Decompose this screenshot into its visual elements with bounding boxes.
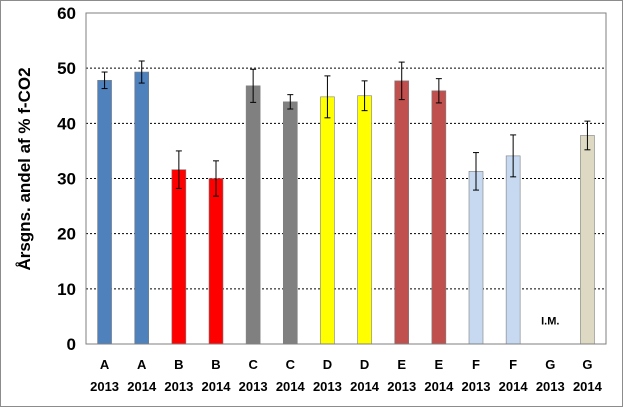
y-axis-label: Årsgns. andel af % f-CO2: [15, 67, 34, 270]
x-tick-label-letter: F: [472, 357, 480, 372]
bars: [97, 71, 595, 345]
x-tick-label-letter: A: [100, 357, 110, 372]
annotation-label: I.M.: [541, 316, 559, 328]
y-tick-label: 30: [57, 170, 76, 189]
y-tick-label: 60: [57, 4, 76, 23]
error-bar: [213, 160, 219, 197]
error-bar: [473, 152, 479, 191]
x-tick-label-year: 2014: [127, 379, 157, 394]
x-tick-label-year: 2014: [276, 379, 306, 394]
x-tick-label-letter: E: [397, 357, 406, 372]
y-tick-label: 10: [57, 280, 76, 299]
bar: [580, 135, 595, 345]
bar: [97, 80, 112, 345]
bar: [134, 71, 150, 345]
x-tick-label-letter: C: [248, 357, 258, 372]
error-bar: [398, 61, 405, 101]
x-tick-label-letter: D: [360, 357, 369, 372]
x-tick-label-letter: D: [323, 357, 332, 372]
x-tick-label-letter: G: [545, 357, 555, 372]
bar: [505, 155, 521, 345]
gridlines: [86, 67, 606, 290]
error-bar: [287, 94, 294, 110]
x-tick-label-year: 2013: [536, 379, 565, 394]
y-tick-label: 50: [57, 59, 76, 78]
x-tick-label-year: 2013: [462, 379, 491, 394]
bar: [394, 80, 410, 345]
bar: [171, 169, 187, 345]
error-bar: [324, 75, 331, 119]
x-tick-label-letter: A: [137, 357, 147, 372]
bar: [357, 95, 372, 345]
y-tick-label: 0: [67, 335, 76, 354]
x-tick-label-year: 2013: [90, 379, 119, 394]
x-axis-labels: A 2013 A 2014 B 2013 B 2014 C 2013 C 2014 D 2013 D 2014…: [90, 357, 603, 394]
y-axis-ticks: 0 10 20 30 40 50 60: [57, 4, 76, 354]
x-tick-label-letter: F: [509, 357, 517, 372]
x-tick-label-year: 2013: [164, 379, 193, 394]
y-tick-label: 40: [57, 114, 76, 133]
x-tick-label-year: 2014: [202, 379, 232, 394]
error-bar: [510, 134, 517, 178]
bar: [320, 96, 335, 345]
error-bar: [250, 68, 257, 103]
x-tick-label-letter: B: [174, 357, 183, 372]
bar: [431, 90, 447, 345]
x-tick-label-year: 2014: [573, 379, 603, 394]
plot-area-border: [85, 12, 607, 345]
error-bar: [361, 80, 368, 112]
bar: [245, 85, 261, 345]
x-tick-label-letter: G: [582, 357, 592, 372]
bar: [282, 101, 298, 345]
x-tick-label-year: 2013: [313, 379, 342, 394]
x-tick-label-letter: B: [211, 357, 220, 372]
x-tick-label-year: 2014: [424, 379, 454, 394]
error-bar: [175, 150, 182, 189]
error-bars: [101, 60, 591, 197]
x-tick-label-letter: C: [286, 357, 296, 372]
x-tick-label-letter: E: [435, 357, 444, 372]
bar: [468, 171, 484, 345]
x-tick-label-year: 2014: [350, 379, 380, 394]
x-tick-label-year: 2013: [387, 379, 416, 394]
x-tick-label-year: 2013: [239, 379, 268, 394]
error-bar: [435, 78, 442, 104]
error-bar: [101, 71, 108, 90]
x-tick-label-year: 2014: [499, 379, 529, 394]
annotations: I.M.: [541, 316, 559, 328]
error-bar: [138, 60, 145, 84]
error-bar: [584, 120, 591, 151]
bar: [208, 178, 224, 345]
y-tick-label: 20: [57, 225, 76, 244]
